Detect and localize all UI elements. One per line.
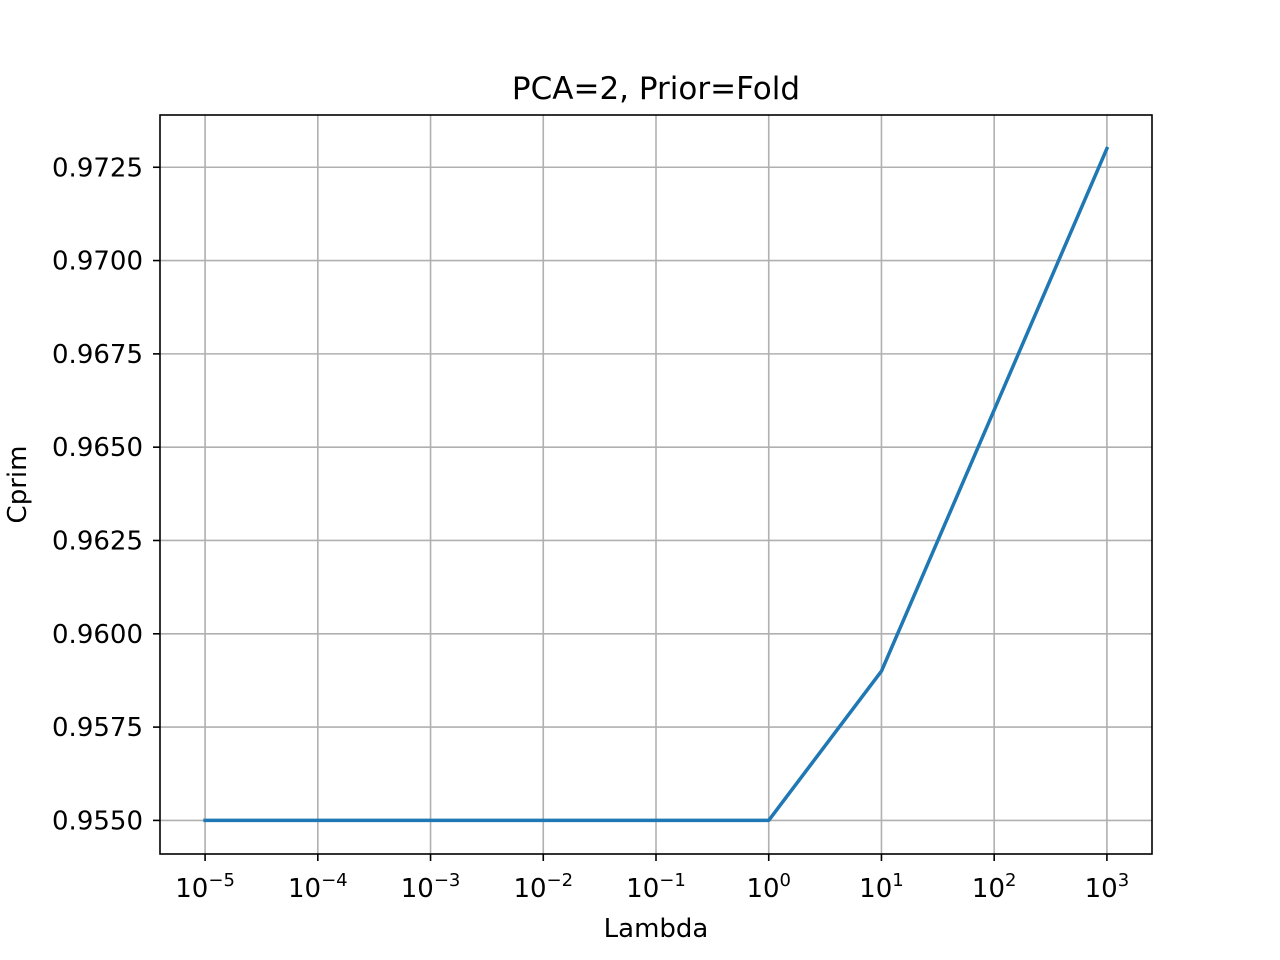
y-tick-label: 0.9700 xyxy=(52,247,143,277)
x-tick-label: 101 xyxy=(859,870,904,904)
y-tick-label: 0.9600 xyxy=(52,620,143,650)
y-tick-label: 0.9625 xyxy=(52,526,143,556)
x-axis: 10−5 10−4 10−3 10−2 10−1 100 101 102 103 xyxy=(175,854,1129,904)
series-line xyxy=(203,146,1110,823)
x-tick-label: 10−4 xyxy=(288,870,348,904)
x-tick-label: 102 xyxy=(972,870,1017,904)
grid xyxy=(160,115,1152,854)
x-axis-label: Lambda xyxy=(604,914,709,944)
x-tick-label: 10−3 xyxy=(401,870,461,904)
y-axis-label: Cprim xyxy=(3,446,33,524)
x-tick-label: 10−2 xyxy=(513,870,573,904)
y-tick-label: 0.9725 xyxy=(52,153,143,183)
y-tick-label: 0.9650 xyxy=(52,433,143,463)
series-layer xyxy=(203,146,1110,823)
y-tick-label: 0.9575 xyxy=(52,713,143,743)
y-tick-label: 0.9550 xyxy=(52,806,143,836)
x-tick-label: 10−1 xyxy=(626,870,686,904)
x-tick-label: 10−5 xyxy=(175,870,235,904)
chart-title: PCA=2, Prior=Fold xyxy=(512,71,800,107)
y-tick-label: 0.9675 xyxy=(52,340,143,370)
x-tick-label: 100 xyxy=(746,870,791,904)
y-axis: 0.9550 0.9575 0.9600 0.9625 0.9650 0.9675 0.97… xyxy=(52,153,160,836)
x-tick-label: 103 xyxy=(1085,870,1130,904)
